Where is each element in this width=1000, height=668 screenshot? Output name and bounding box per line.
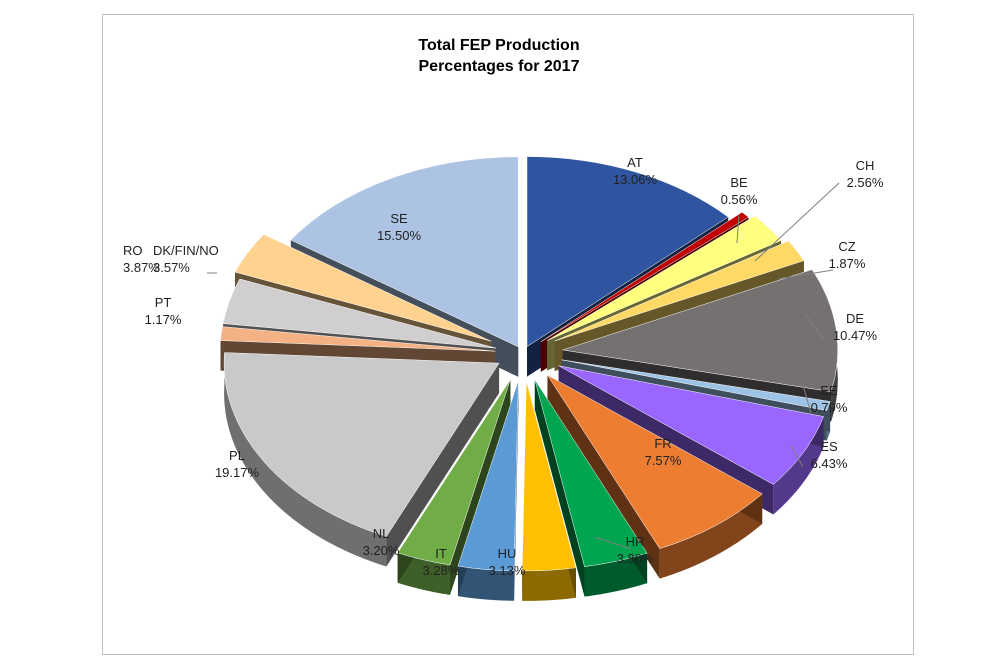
slice-value-label-2: 2.56% <box>847 175 884 190</box>
slice-value-label-6: 6.43% <box>811 456 848 471</box>
slice-value-label-8: 3.80% <box>617 551 654 566</box>
slice-top-11 <box>397 379 511 566</box>
slice-label-6: ES <box>820 439 838 454</box>
slice-value-label-7: 7.57% <box>645 453 682 468</box>
pie-slice-hu <box>521 380 577 601</box>
pie-slice-hr <box>534 379 648 597</box>
chart-title-line-2: Percentages for 2017 <box>419 58 580 75</box>
slice-value-label-12: 19.17% <box>215 465 260 480</box>
slice-top-14 <box>222 278 496 349</box>
slice-label-14: RO <box>123 243 143 258</box>
slice-label-10: IT <box>435 546 447 561</box>
leader-line-6 <box>790 444 804 468</box>
slice-top-5 <box>561 359 831 411</box>
slice-top-0 <box>526 156 729 348</box>
slice-side-11 <box>397 552 451 595</box>
slice-label-16: SE <box>390 211 408 226</box>
slice-label-2: CH <box>856 158 875 173</box>
slice-value-label-1: 0.56% <box>721 192 758 207</box>
slice-wall-11-0 <box>450 379 511 595</box>
slice-label-7: FR <box>654 436 671 451</box>
slice-top-8 <box>534 379 648 567</box>
slice-top-7 <box>547 374 763 549</box>
slice-side-9 <box>522 567 576 601</box>
slice-side-6 <box>773 416 824 515</box>
slice-value-label-15: 3.57% <box>153 260 190 275</box>
leader-line-3 <box>777 269 834 280</box>
slice-top-12 <box>223 352 500 537</box>
leader-line-5 <box>802 384 812 414</box>
slice-value-label-10: 3.28% <box>423 563 460 578</box>
slice-label-9: HU <box>498 546 517 561</box>
pie-slice-fr <box>547 374 763 579</box>
slice-value-label-3: 1.87% <box>829 256 866 271</box>
slice-label-3: CZ <box>838 239 855 254</box>
leader-line-4 <box>805 314 826 342</box>
slice-top-15 <box>234 234 492 342</box>
slice-value-label-4: 10.47% <box>833 328 878 343</box>
slice-top-4 <box>562 269 838 392</box>
slice-top-6 <box>558 365 824 485</box>
pie-slice-nl <box>397 379 511 595</box>
slice-label-1: BE <box>730 175 748 190</box>
slice-top-9 <box>521 380 577 572</box>
pie-chart: Total FEP Production Percentages for 201… <box>123 37 884 601</box>
slice-label-12: PL <box>229 448 245 463</box>
slice-label-8: HR <box>626 534 645 549</box>
slice-value-label-5: 0.79% <box>811 400 848 415</box>
slice-top-1 <box>540 211 749 342</box>
slice-label-15: DK/FIN/NO <box>153 243 219 258</box>
slice-label-11: NL <box>373 526 390 541</box>
slice-value-label-14: 3.87% <box>123 260 160 275</box>
leader-line-1 <box>736 214 740 244</box>
slice-wall-8-1 <box>534 379 585 597</box>
pie-slice-pl <box>223 352 500 567</box>
slice-value-label-11: 3.20% <box>363 543 400 558</box>
slice-value-label-0: 13.06% <box>613 172 658 187</box>
slice-label-5: EE <box>820 383 838 398</box>
slice-value-label-13: 1.17% <box>145 312 182 327</box>
leader-lines <box>207 182 840 550</box>
slice-side-10 <box>457 566 515 601</box>
slice-side-12 <box>224 352 387 567</box>
slice-value-label-9: 3.13% <box>489 563 526 578</box>
slice-label-4: DE <box>846 311 864 326</box>
slice-label-13: PT <box>155 295 172 310</box>
slice-labels: AT 13.06% BE 0.56% CH 2.56% CZ 1.87% DE 10.47% EE 0… <box>123 155 884 578</box>
slice-top-16 <box>290 156 519 348</box>
slice-top-13 <box>220 326 496 352</box>
slice-value-label-16: 15.50% <box>377 228 422 243</box>
slice-top-10 <box>457 380 519 572</box>
chart-title-line-1: Total FEP Production <box>418 37 579 54</box>
slice-side-7 <box>659 493 763 579</box>
pie-slices <box>220 156 838 601</box>
slice-label-0: AT <box>627 155 643 170</box>
leader-line-2 <box>754 182 840 262</box>
slice-side-8 <box>584 553 648 597</box>
slice-wall-12-0 <box>386 363 500 567</box>
chart-frame: Total FEP Production Percentages for 201… <box>102 14 914 655</box>
slice-wall-7-1 <box>547 375 660 579</box>
slice-top-2 <box>547 215 782 341</box>
slice-top-3 <box>554 240 805 342</box>
pie-slice-it <box>457 380 519 601</box>
leader-line-8 <box>594 536 632 550</box>
